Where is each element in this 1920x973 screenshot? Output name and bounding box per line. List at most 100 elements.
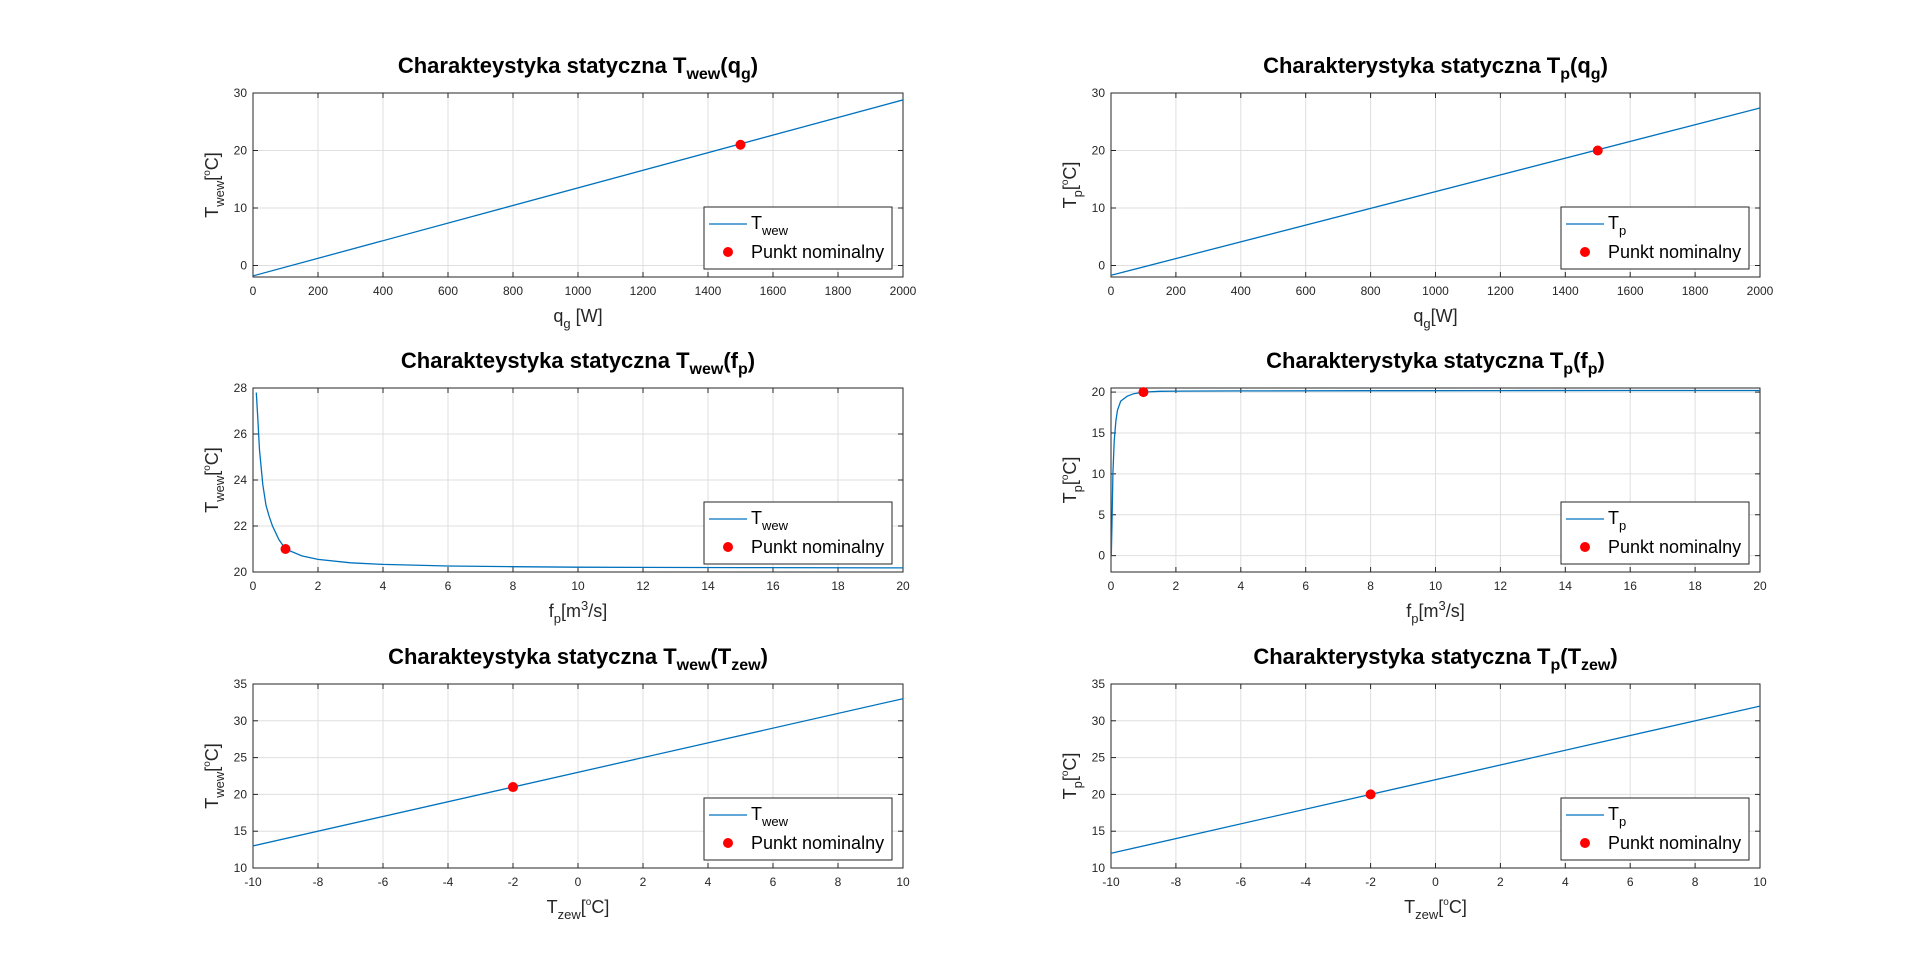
x-tick-label: 4 bbox=[380, 579, 387, 593]
legend-text-part: T bbox=[1608, 213, 1619, 233]
legend-box bbox=[1560, 206, 1750, 270]
chart-title: Charakterystyka statyczna Tp(qg) bbox=[1263, 53, 1608, 83]
x-axis-label: qg [W] bbox=[553, 306, 602, 331]
title-subscript: wew bbox=[685, 66, 720, 83]
title-text: Charakteystyka statyczna T bbox=[398, 53, 687, 78]
legend-point-label: Punkt nominalny bbox=[751, 833, 884, 853]
y-tick-label: 20 bbox=[1092, 787, 1106, 801]
x-axis-label: qg[W] bbox=[1413, 306, 1457, 331]
chart-panel-1: 0 200 400 600 800 1000 1200 1400 1600 1800 2000 0 10… bbox=[202, 53, 917, 331]
x-tick-label: 0 bbox=[1108, 284, 1115, 298]
y-axis-label: Tp[oC] bbox=[1060, 753, 1085, 800]
label-subscript: p bbox=[1411, 611, 1418, 626]
y-tick-label: 10 bbox=[234, 861, 248, 875]
nominal-point-marker bbox=[735, 139, 746, 150]
title-text: (f bbox=[1573, 348, 1588, 373]
legend-box bbox=[703, 206, 893, 270]
y-tick-label: 25 bbox=[1092, 751, 1106, 765]
x-tick-label: 600 bbox=[438, 284, 458, 298]
legend: Tp Punkt nominalny bbox=[1560, 797, 1750, 861]
y-tick-label: 24 bbox=[234, 473, 248, 487]
label-text: T bbox=[202, 798, 222, 809]
legend-line-label: Tp bbox=[1608, 213, 1626, 238]
x-tick-label: 20 bbox=[1753, 579, 1767, 593]
y-tick-label: 15 bbox=[1092, 824, 1106, 838]
axes-box bbox=[252, 387, 904, 573]
x-tick-label: 0 bbox=[1108, 579, 1115, 593]
nominal-point-marker bbox=[1138, 387, 1149, 398]
nominal-point-marker bbox=[280, 544, 291, 554]
series-line bbox=[1111, 389, 1760, 556]
y-tick-label: 20 bbox=[234, 144, 248, 158]
x-tick-label: -4 bbox=[1300, 875, 1311, 889]
x-tick-label: 400 bbox=[373, 284, 393, 298]
label-text: T bbox=[1404, 897, 1415, 917]
title-text: (f bbox=[723, 348, 738, 373]
label-text: T bbox=[202, 207, 222, 218]
legend-text-part: T bbox=[1608, 804, 1619, 824]
label-text: [ bbox=[1438, 897, 1443, 917]
x-tick-label: 8 bbox=[835, 875, 842, 889]
x-tick-label: -10 bbox=[244, 875, 262, 889]
x-tick-label: 1600 bbox=[1617, 284, 1644, 298]
label-subscript: g bbox=[563, 316, 570, 331]
x-tick-label: 800 bbox=[1361, 284, 1381, 298]
x-tick-label: 2 bbox=[315, 579, 322, 593]
title-text: ) bbox=[761, 644, 768, 669]
y-tick-label: 0 bbox=[1098, 549, 1105, 563]
legend: Twew Punkt nominalny bbox=[703, 501, 893, 565]
degree-symbol: o bbox=[1060, 770, 1071, 776]
y-tick-label: 5 bbox=[1098, 508, 1105, 522]
title-subscript: g bbox=[741, 66, 751, 83]
x-tick-label: 18 bbox=[831, 579, 845, 593]
title-text: Charakterystyka statyczna T bbox=[1263, 53, 1561, 78]
title-text: ) bbox=[1598, 348, 1605, 373]
series-line bbox=[255, 392, 903, 569]
title-text: (q bbox=[720, 53, 741, 78]
y-tick-label: 25 bbox=[234, 751, 248, 765]
legend-subscript: p bbox=[1619, 814, 1626, 829]
x-tick-label: -8 bbox=[313, 875, 324, 889]
x-tick-label: 14 bbox=[1559, 579, 1573, 593]
degree-symbol: o bbox=[1060, 474, 1071, 480]
y-tick-label: 10 bbox=[1092, 201, 1106, 215]
x-tick-label: 2000 bbox=[1747, 284, 1774, 298]
label-subscript: p bbox=[1070, 190, 1085, 197]
legend: Twew Punkt nominalny bbox=[703, 206, 893, 270]
title-text: Charakteystyka statyczna T bbox=[388, 644, 677, 669]
legend-point-swatch bbox=[1580, 838, 1590, 848]
legend-point-swatch bbox=[723, 838, 733, 848]
legend-text-part: T bbox=[751, 213, 762, 233]
x-tick-label: 10 bbox=[1429, 579, 1443, 593]
legend-box bbox=[703, 501, 893, 565]
title-text: ) bbox=[751, 53, 758, 78]
title-subscript: g bbox=[1591, 66, 1601, 83]
legend-point-label: Punkt nominalny bbox=[1608, 537, 1741, 557]
degree-symbol: o bbox=[202, 170, 213, 176]
title-subscript: zew bbox=[731, 657, 761, 674]
x-axis-label: fp[m3/s] bbox=[549, 598, 608, 626]
y-axis-label: Twew[oC] bbox=[202, 743, 227, 809]
legend-line-label: Tp bbox=[1608, 804, 1626, 829]
legend-point-swatch bbox=[1580, 542, 1590, 552]
title-text: ) bbox=[748, 348, 755, 373]
series-line bbox=[253, 99, 903, 277]
x-tick-label: 0 bbox=[250, 579, 257, 593]
label-text: f bbox=[1406, 601, 1412, 621]
x-tick-label: 18 bbox=[1688, 579, 1702, 593]
x-tick-label: 8 bbox=[510, 579, 517, 593]
label-text: T bbox=[1060, 197, 1080, 208]
legend-box bbox=[703, 797, 893, 861]
x-tick-label: 12 bbox=[1494, 579, 1508, 593]
y-tick-label: 20 bbox=[234, 787, 248, 801]
legend: Tp Punkt nominalny bbox=[1560, 501, 1750, 565]
x-tick-label: -4 bbox=[443, 875, 454, 889]
label-superscript: 3 bbox=[581, 598, 588, 613]
legend-text-part: T bbox=[1608, 508, 1619, 528]
legend: Twew Punkt nominalny bbox=[703, 797, 893, 861]
y-tick-label: 22 bbox=[234, 519, 248, 533]
y-axis-label: Tp[oC] bbox=[1060, 162, 1085, 209]
axes-box bbox=[252, 92, 904, 278]
x-tick-label: 2 bbox=[1173, 579, 1180, 593]
